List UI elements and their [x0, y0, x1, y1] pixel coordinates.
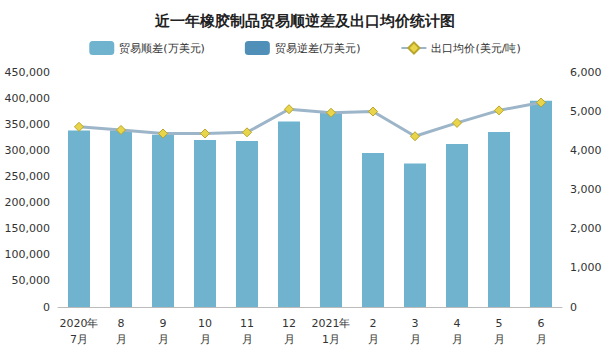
- svg-text:3: 3: [412, 317, 419, 330]
- svg-text:4: 4: [454, 317, 461, 330]
- svg-text:月: 月: [410, 333, 421, 346]
- svg-text:4,000: 4,000: [570, 144, 602, 157]
- svg-text:出口均价(美元/吨): 出口均价(美元/吨): [431, 42, 520, 55]
- svg-text:3,000: 3,000: [570, 183, 602, 196]
- svg-text:0: 0: [43, 301, 50, 314]
- svg-text:8: 8: [118, 317, 125, 330]
- svg-text:贸易逆差(万美元): 贸易逆差(万美元): [275, 42, 361, 55]
- svg-text:200,000: 200,000: [5, 196, 51, 209]
- svg-text:月: 月: [158, 333, 169, 346]
- svg-text:贸易顺差(万美元): 贸易顺差(万美元): [119, 42, 205, 55]
- svg-text:450,000: 450,000: [5, 66, 51, 79]
- svg-text:11: 11: [240, 317, 254, 330]
- svg-text:月: 月: [494, 333, 505, 346]
- svg-text:6: 6: [538, 317, 545, 330]
- svg-text:250,000: 250,000: [5, 170, 51, 183]
- svg-text:2,000: 2,000: [570, 222, 602, 235]
- svg-text:月: 月: [242, 333, 253, 346]
- svg-text:10: 10: [198, 317, 212, 330]
- svg-text:月: 月: [284, 333, 295, 346]
- svg-text:300,000: 300,000: [5, 144, 51, 157]
- svg-text:近一年橡胶制品贸易顺逆差及出口均价统计图: 近一年橡胶制品贸易顺逆差及出口均价统计图: [154, 12, 455, 30]
- svg-text:2020年: 2020年: [60, 317, 99, 330]
- svg-text:月: 月: [452, 333, 463, 346]
- svg-text:月: 月: [200, 333, 211, 346]
- svg-text:12: 12: [282, 317, 296, 330]
- svg-text:1,000: 1,000: [570, 261, 602, 274]
- svg-text:6,000: 6,000: [570, 66, 602, 79]
- svg-text:350,000: 350,000: [5, 118, 51, 131]
- svg-text:月: 月: [536, 333, 547, 346]
- svg-text:5,000: 5,000: [570, 105, 602, 118]
- svg-text:100,000: 100,000: [5, 248, 51, 261]
- svg-text:0: 0: [570, 301, 577, 314]
- svg-text:月: 月: [116, 333, 127, 346]
- svg-text:7月: 7月: [70, 333, 88, 346]
- svg-text:1月: 1月: [322, 333, 340, 346]
- svg-text:2: 2: [370, 317, 377, 330]
- svg-text:150,000: 150,000: [5, 222, 51, 235]
- svg-text:5: 5: [496, 317, 503, 330]
- svg-text:9: 9: [160, 317, 167, 330]
- svg-text:月: 月: [368, 333, 379, 346]
- svg-text:50,000: 50,000: [12, 274, 51, 287]
- svg-text:400,000: 400,000: [5, 92, 51, 105]
- svg-text:2021年: 2021年: [312, 317, 351, 330]
